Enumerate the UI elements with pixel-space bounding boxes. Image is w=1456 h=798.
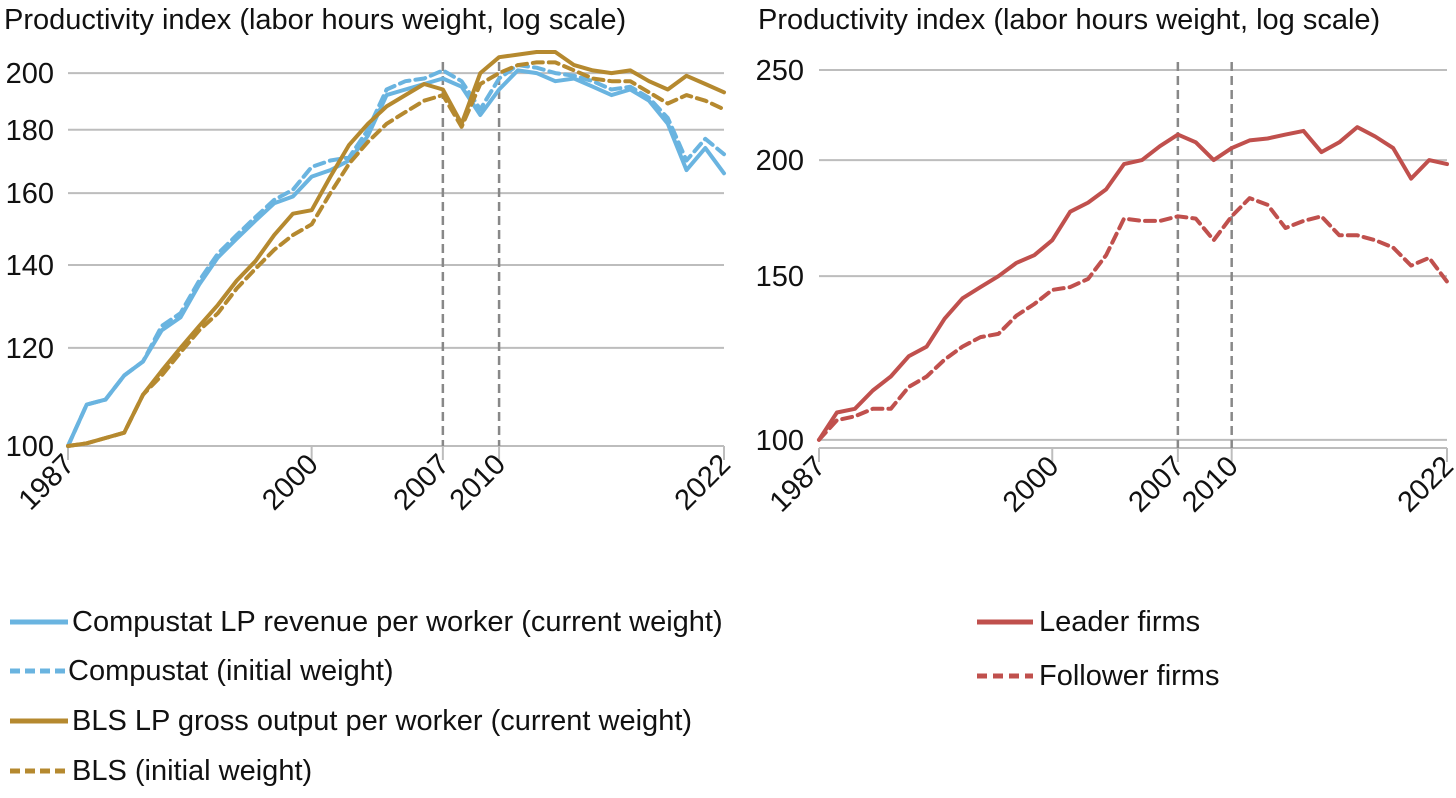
x-tick-label: 2022 [1392,450,1456,518]
legend-label: Leader firms [1039,605,1201,638]
legend-swatch [977,673,1033,679]
legend-item: BLS LP gross output per worker (current … [8,701,692,741]
chart-panel-right: Productivity index (labor hours weight, … [740,0,1456,600]
series-line-1 [66,68,726,448]
y-tick-label: 100 [756,425,804,457]
x-tick-label: 1987 [764,450,832,518]
y-tick-label: 100 [6,431,54,463]
series-line-3 [66,50,726,448]
legend-label: Compustat LP revenue per worker (current… [72,605,723,638]
y-axis-label: Productivity index (labor hours weight, … [4,4,627,36]
y-tick-label: 250 [756,55,804,87]
y-tick-label: 200 [6,58,54,90]
legend-swatch [10,768,66,774]
y-tick-label: 180 [6,115,54,147]
y-tick-label: 140 [6,250,54,282]
y-tick-label: 150 [756,261,804,293]
legend-item: Leader firms [975,602,1200,642]
x-tick-label: 2007 [388,448,456,516]
y-tick-label: 200 [756,145,804,177]
series-points-2 [68,65,724,446]
y-tick-label: 120 [6,333,54,365]
x-tick-label: 2007 [1123,450,1191,518]
x-tick-label: 2010 [1176,450,1244,518]
legend-swatch [977,619,1033,625]
y-tick-label: 160 [6,178,54,210]
y-axis-label: Productivity index (labor hours weight, … [758,4,1381,36]
legend-label: BLS LP gross output per worker (current … [72,704,693,737]
legend-item: Compustat (initial weight) [8,651,394,691]
series-line-4 [66,60,726,448]
legend-swatch [10,718,68,724]
series-points-1 [68,70,724,446]
x-tick-label: 2000 [997,450,1065,518]
legend-swatch [10,619,68,625]
legend-label: Follower firms [1039,659,1220,692]
legend-item: BLS (initial weight) [8,751,312,791]
series-line-1 [817,125,1449,442]
legend-item: Compustat LP revenue per worker (current… [8,602,723,642]
x-tick-label: 2022 [669,448,737,516]
legend-label: BLS (initial weight) [72,754,313,787]
series-points-1 [819,127,1447,440]
chart-panel-left: Productivity index (labor hours weight, … [0,0,740,600]
x-tick-label: 2010 [444,448,512,516]
legend-item: Follower firms [975,656,1219,696]
series-line-2 [66,63,726,448]
series-line-2 [817,196,1449,442]
legend-label: Compustat (initial weight) [68,654,394,687]
legend-right: Leader firms Follower firms [975,600,1445,798]
x-tick-label: 2000 [256,448,324,516]
series-points-4 [68,62,724,446]
gridlines [68,72,724,447]
legend-swatch [10,668,66,674]
series-points-3 [68,52,724,446]
legend-left: Compustat LP revenue per worker (current… [8,600,768,798]
